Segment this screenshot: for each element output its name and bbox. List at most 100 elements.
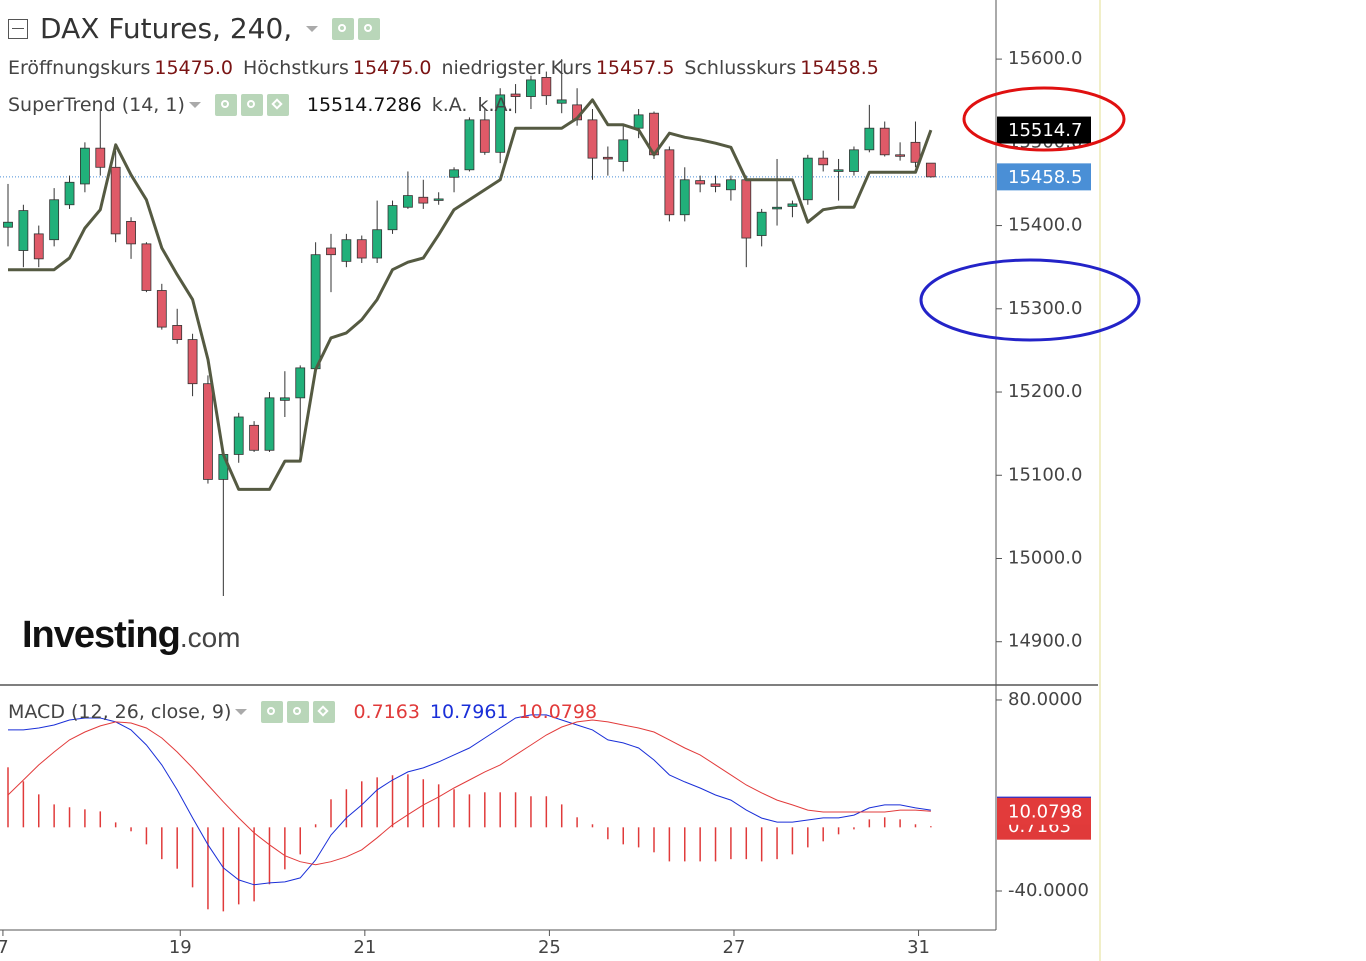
indicator-value: 0.7163 [353, 701, 420, 723]
candle-body [864, 127, 875, 151]
candle-body [526, 79, 536, 97]
candle-body [495, 94, 506, 153]
candle-body [787, 203, 798, 207]
settings-icon[interactable] [287, 701, 310, 723]
y-tick-label: -40.0000 [1008, 880, 1089, 901]
logo-brand: Investing [22, 614, 181, 656]
candle-body [372, 229, 383, 259]
x-tick-label: 27 [723, 937, 746, 958]
legend-value: 15457.5 [595, 57, 675, 79]
indicator-value: 10.7961 [429, 701, 509, 723]
candle-body [464, 119, 475, 171]
visibility-icon[interactable] [261, 701, 284, 723]
macd-line [8, 714, 931, 886]
candle-body [387, 205, 398, 231]
y-tick-label: 15400.0 [1008, 215, 1082, 236]
candle-body [756, 211, 767, 236]
x-tick-label: 31 [907, 937, 930, 958]
x-tick-label: 7 [0, 937, 9, 958]
settings-icon[interactable] [240, 94, 263, 116]
candle-body [356, 239, 367, 259]
candle-body [3, 221, 13, 228]
macd-legend: MACD (12, 26, close, 9) 0.7163 10.7961 1… [8, 701, 607, 723]
candle-body [310, 254, 321, 370]
supertrend-badge-label: 15514.7 [1008, 120, 1082, 141]
visibility-icon[interactable] [214, 94, 237, 116]
x-tick-label: 19 [169, 937, 192, 958]
candle-body [172, 325, 183, 340]
indicator-value: 10.0798 [518, 701, 598, 723]
watermark: Investing .com [22, 614, 241, 657]
remove-icon[interactable] [266, 94, 289, 116]
y-tick-label: 15300.0 [1008, 298, 1082, 319]
candle-body [802, 157, 813, 201]
candle-body [187, 339, 198, 385]
candle-body [695, 180, 706, 185]
candle-body [49, 199, 60, 241]
legend-value: 15475.0 [154, 57, 233, 79]
x-tick-label: 25 [538, 937, 561, 958]
candle-body [33, 233, 44, 260]
legend-value: 15475.0 [352, 57, 432, 79]
y-tick-label: 80.0000 [1008, 689, 1082, 710]
indicator-value: k.A. [477, 94, 514, 116]
supertrend-line [8, 98, 933, 491]
candle-body [80, 147, 90, 185]
legend-label: Eröffnungskurs [8, 57, 151, 79]
candle-body [110, 166, 121, 235]
supertrend-badge [997, 116, 1091, 144]
macd-badge-label: 10.0798 [1008, 801, 1082, 822]
indicator-name: SuperTrend (14, 1) [8, 94, 185, 116]
y-tick-label: 15600.0 [1008, 48, 1082, 69]
candle-body [156, 290, 167, 328]
candle-body [295, 367, 306, 399]
dropdown[interactable] [306, 25, 319, 32]
chart-title: DAX Futures, 240, [40, 12, 293, 45]
candle-body [64, 181, 75, 206]
candle-body [726, 179, 736, 191]
candle-body [233, 416, 244, 455]
indicator-value: k.A. [431, 94, 468, 116]
candle-body [587, 119, 598, 159]
candle-body [849, 149, 859, 172]
candle-body [433, 198, 444, 201]
candle-body [895, 154, 905, 157]
candle-body [679, 179, 690, 216]
indicator-value: 15514.7286 [306, 94, 422, 116]
candle-body [833, 169, 844, 172]
candle-body [772, 206, 782, 210]
ohlc-legend: Eröffnungskurs 15475.0 Höchstkurs 15475.0 … [8, 57, 889, 79]
candle-body [910, 141, 921, 163]
candle-body [18, 210, 29, 251]
title-row: DAX Futures, 240, [8, 12, 384, 45]
dropdown[interactable] [235, 709, 248, 715]
candle-body [141, 243, 152, 291]
dropdown[interactable] [188, 102, 201, 108]
settings-icon[interactable] [358, 17, 381, 40]
y-tick-label: 15200.0 [1008, 381, 1082, 402]
y-tick-label: 14900.0 [1008, 631, 1082, 652]
legend-label: Höchstkurs [242, 57, 349, 79]
last-price-badge [997, 163, 1091, 191]
candle-body [710, 183, 721, 187]
candle-body [95, 147, 106, 168]
visibility-icon[interactable] [332, 17, 355, 40]
remove-icon[interactable] [313, 701, 336, 723]
candle-body [479, 119, 490, 153]
collapse-icon[interactable] [8, 18, 28, 39]
legend-label: Schlusskurs [684, 57, 797, 79]
candle-body [341, 239, 352, 262]
candle-body [602, 156, 613, 160]
candle-body [126, 220, 136, 245]
candle-body [818, 157, 829, 166]
candle-body [541, 77, 552, 97]
signal-line [7, 719, 931, 866]
candle-body [633, 114, 644, 129]
x-tick-label: 21 [353, 937, 376, 958]
y-tick-label: 15100.0 [1008, 464, 1082, 485]
candle-body [326, 247, 336, 256]
candle-body [203, 383, 213, 480]
marks: 14900.0 15000.0 15100.0 15200.0 15300.0 15400… [0, 48, 1091, 958]
